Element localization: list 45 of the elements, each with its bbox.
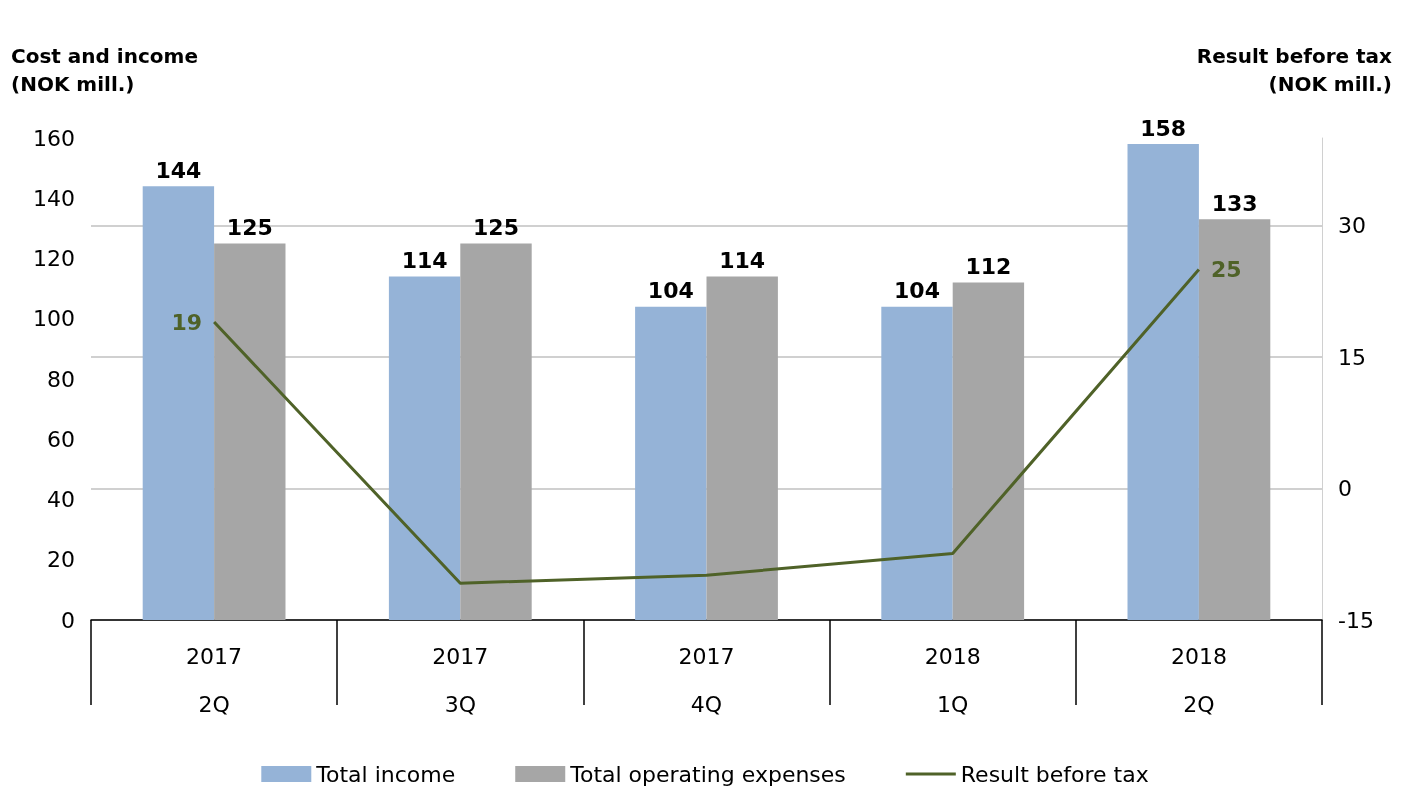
data-label: 104 (647, 278, 694, 304)
data-label: 133 (1211, 190, 1258, 216)
y2-axis-title: Result before tax (NOK mill.) (1196, 44, 1393, 96)
y-axis-title: Cost and income (NOK mill.) (11, 44, 198, 96)
y-tick-label: 80 (47, 366, 75, 392)
bar (952, 282, 1025, 620)
data-label: 19 (171, 309, 203, 335)
bar (460, 243, 532, 620)
y-tick-label: 20 (47, 547, 75, 573)
y-tick-label: 140 (33, 185, 75, 211)
x-tick-label: 2018 1Q (924, 643, 981, 717)
data-label: 114 (719, 248, 766, 274)
x-tick-label: 2017 2Q (186, 643, 243, 717)
legend-label: Total operating expenses (569, 761, 846, 787)
data-label: 114 (401, 248, 448, 274)
data-label: 112 (965, 254, 1012, 280)
x-tick-label: 2018 2Q (1170, 643, 1227, 717)
bar (1198, 219, 1271, 620)
x-tick-label: 2017 3Q (432, 643, 489, 717)
y-tick-label: 100 (33, 306, 75, 332)
y-tick-label: 120 (33, 246, 75, 271)
legend-label: Total income (315, 761, 456, 787)
data-label: 25 (1210, 256, 1242, 282)
data-label: 158 (1140, 115, 1187, 141)
data-label: 125 (473, 214, 519, 240)
y-tick-label: 0 (61, 607, 75, 633)
y2-tick-label: -15 (1338, 607, 1374, 633)
bar (706, 276, 778, 620)
y-tick-label: 40 (47, 487, 75, 512)
y-tick-label: 60 (47, 426, 75, 452)
bar (635, 306, 707, 620)
legend-label: Result before tax (960, 761, 1149, 787)
x-tick-label: 2017 4Q (678, 643, 735, 717)
bar (1127, 144, 1199, 620)
data-label: 125 (226, 214, 273, 240)
bar (142, 186, 215, 620)
y2-tick-label: 15 (1338, 344, 1366, 370)
y2-tick-label: 30 (1338, 213, 1366, 239)
bar (388, 276, 461, 620)
bar (881, 306, 953, 620)
data-label: 104 (894, 278, 940, 304)
y2-tick-label: 0 (1338, 476, 1352, 502)
data-label: 144 (155, 157, 202, 183)
y-tick-label: 160 (33, 125, 75, 151)
bar (214, 243, 286, 620)
